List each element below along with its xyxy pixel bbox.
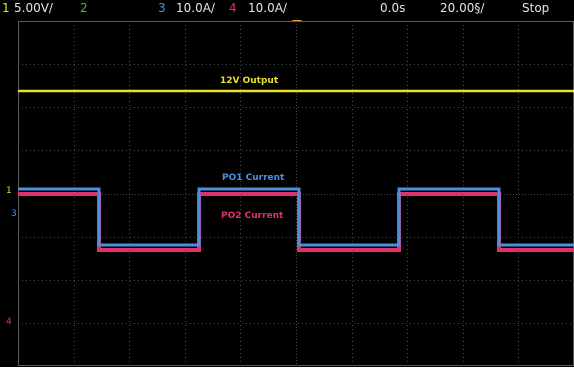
ch3-ground-marker[interactable]: 3: [11, 209, 17, 219]
time-offset[interactable]: 0.0s: [380, 1, 406, 15]
waveform-screen: 12V Output PO1 Current PO2 Current: [18, 21, 574, 366]
time-scale[interactable]: 20.00§/: [440, 1, 485, 15]
po1-label: PO1 Current: [222, 173, 285, 183]
ch4-scale[interactable]: 10.0A/: [248, 1, 287, 15]
ch3-scale[interactable]: 10.0A/: [176, 1, 215, 15]
ch4-number[interactable]: 4: [229, 1, 237, 15]
ch3-number[interactable]: 3: [158, 1, 166, 15]
ch1-number[interactable]: 1: [2, 1, 10, 15]
ch2-number[interactable]: 2: [80, 1, 88, 15]
ch1-scale[interactable]: 5.00V/: [14, 1, 53, 15]
ch1-ground-marker[interactable]: 1: [6, 186, 12, 196]
waveform-canvas: [18, 21, 574, 366]
traces: [18, 89, 574, 252]
po2-label: PO2 Current: [221, 211, 284, 221]
output-label: 12V Output: [220, 76, 279, 86]
bottom-strip: [0, 367, 574, 371]
run-state[interactable]: Stop: [522, 1, 550, 15]
ch3-trace: [18, 187, 574, 247]
ch4-ground-marker[interactable]: 4: [6, 317, 12, 327]
status-bar: 1 5.00V/ 2 3 10.0A/ 4 10.0A/ 0.0s 20.00§…: [0, 0, 574, 17]
